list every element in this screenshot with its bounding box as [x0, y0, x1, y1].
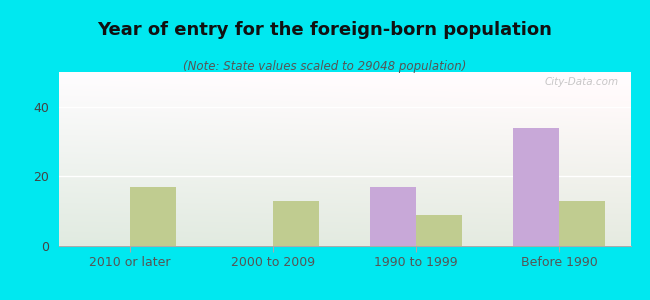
- Bar: [273, 201, 318, 246]
- Bar: [130, 187, 176, 246]
- Bar: [559, 201, 604, 246]
- Text: Year of entry for the foreign-born population: Year of entry for the foreign-born popul…: [98, 21, 552, 39]
- Text: City-Data.com: City-Data.com: [545, 77, 619, 87]
- Bar: [416, 215, 462, 246]
- Bar: [514, 128, 559, 246]
- Text: (Note: State values scaled to 29048 population): (Note: State values scaled to 29048 popu…: [183, 60, 467, 73]
- Bar: [370, 187, 416, 246]
